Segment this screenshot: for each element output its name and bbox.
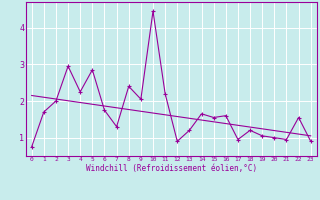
X-axis label: Windchill (Refroidissement éolien,°C): Windchill (Refroidissement éolien,°C)	[86, 164, 257, 173]
